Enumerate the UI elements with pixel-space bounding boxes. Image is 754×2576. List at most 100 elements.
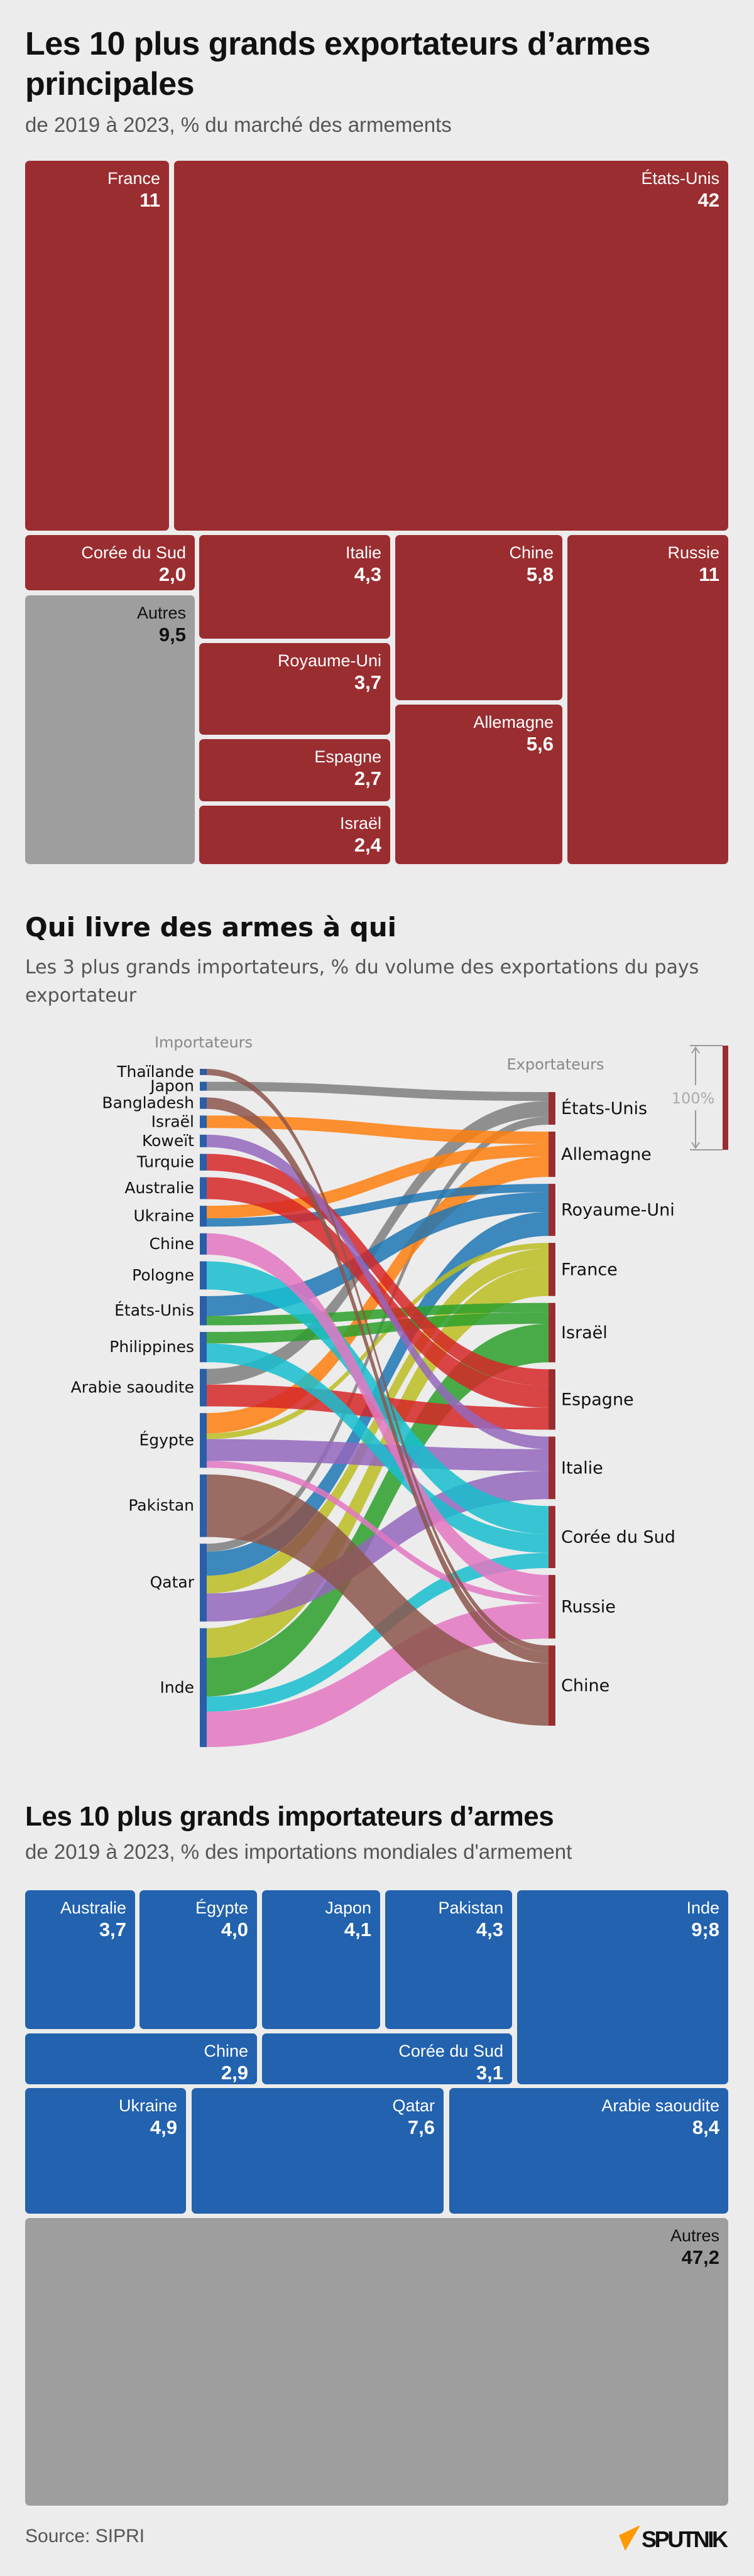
importer-label: États-Unis (114, 1301, 194, 1319)
flow-link (207, 1323, 549, 1697)
exporter-node-edge (555, 1645, 557, 1726)
exporter-label: Russie (561, 1598, 616, 1617)
cell-label: Autres (136, 603, 186, 622)
flow-link (207, 1233, 549, 1596)
exporter-node (549, 1302, 555, 1363)
cell-value: 11 (139, 189, 160, 211)
importer-node (200, 1628, 207, 1747)
treemap-cell-coree-du-sud: Corée du Sud 2,0 (25, 535, 195, 590)
importer-label: Bangladesh (102, 1094, 194, 1112)
importer-label: Turquie (136, 1153, 194, 1171)
cell-label: Japon (325, 1898, 371, 1917)
exporter-label: France (561, 1260, 618, 1279)
cell-label: Chine (509, 543, 554, 562)
flow-link (207, 1312, 549, 1344)
cell-value: 2,4 (354, 834, 381, 856)
cell-label: Qatar (392, 2096, 435, 2115)
exporter-node-edge (555, 1243, 557, 1296)
cell-value: 2,0 (158, 563, 186, 585)
importer-label: Israël (151, 1112, 194, 1130)
exporter-label: Allemagne (561, 1145, 652, 1164)
cell-label: Arabie saoudite (601, 2096, 719, 2115)
sputnik-logo: SPUTNIK (619, 2526, 728, 2551)
importer-label: Inde (160, 1678, 194, 1696)
scale-bar-mark (723, 1046, 728, 1150)
exporter-node (549, 1645, 555, 1726)
cell-value: 3,7 (354, 671, 381, 693)
exporter-node-edge (555, 1131, 557, 1177)
cell-label: France (107, 169, 160, 188)
sputnik-logo-icon (619, 2526, 640, 2551)
treemap-cell-ukraine: Ukraine 4,9 (25, 2088, 186, 2214)
cell-value: 7,6 (407, 2116, 435, 2138)
importer-node (200, 1081, 207, 1091)
cell-label: Allemagne (473, 713, 554, 732)
flow-link (207, 1134, 549, 1449)
flow-link (207, 1243, 549, 1439)
scale-label: 100% (672, 1090, 715, 1107)
cell-label: Espagne (314, 747, 381, 766)
flow-link (207, 1603, 549, 1747)
source-note: Source: SIPRI (25, 2526, 145, 2546)
cell-value: 5,8 (526, 563, 554, 585)
importer-label: Thaïlande (116, 1063, 194, 1081)
exporter-node-edge (555, 1184, 557, 1237)
importer-label: Qatar (150, 1573, 195, 1591)
cell-value: 5,6 (526, 733, 554, 755)
exporter-node-edge (555, 1092, 557, 1125)
cell-value: 4,3 (476, 1918, 503, 1940)
flow-link (207, 1154, 549, 1386)
treemap-cell-coree-du-sud: Corée du Sud 3,1 (262, 2033, 512, 2084)
exporter-node-edge (555, 1369, 557, 1430)
cell-label: Pakistan (438, 1898, 503, 1917)
importer-node (200, 1413, 207, 1468)
importer-node (200, 1069, 207, 1075)
flow-link (207, 1552, 549, 1712)
exporter-node-edge (555, 1436, 557, 1500)
cell-label: Royaume-Uni (277, 651, 381, 670)
cell-value: 4,1 (344, 1918, 371, 1940)
exporter-node (549, 1184, 555, 1237)
importer-label: Koweït (142, 1132, 194, 1150)
cell-label: Chine (204, 2042, 248, 2060)
cell-value: 3,7 (99, 1918, 126, 1940)
importer-node (200, 1154, 207, 1171)
exporter-node (549, 1436, 555, 1500)
importer-node (200, 1332, 207, 1363)
treemap-cell-japon: Japon 4,1 (262, 1890, 380, 2029)
cell-value: 42 (697, 189, 719, 211)
cell-value: 47,2 (681, 2246, 719, 2268)
cell-label: Australie (60, 1898, 126, 1917)
cell-value: 11 (699, 563, 719, 585)
importer-label: Égypte (139, 1431, 194, 1449)
flow-link (207, 1115, 549, 1144)
importer-label: Pologne (132, 1266, 194, 1284)
importer-node (200, 1296, 207, 1326)
cell-value: 4,9 (150, 2116, 177, 2138)
importer-label: Philippines (109, 1338, 194, 1356)
treemap-cell-chine: Chine 5,8 (395, 535, 562, 700)
importer-label: Pakistan (128, 1496, 194, 1515)
treemap-cell-etats-unis: États-Unis 42 (174, 161, 728, 531)
flow-link (207, 1343, 549, 1553)
cell-value: 4,3 (354, 563, 381, 585)
treemap-cell-egypte: Égypte 4,0 (139, 1890, 257, 2029)
cell-value: 2,9 (221, 2062, 248, 2084)
treemap-cell-australie: Australie 3,7 (25, 1890, 135, 2029)
importer-node (200, 1233, 207, 1255)
cell-value: 4,0 (221, 1918, 248, 1940)
exporter-label: Italie (561, 1458, 603, 1478)
cell-label: Égypte (195, 1898, 248, 1917)
cell-label: Inde (686, 1898, 719, 1917)
treemap-cell-russie: Russie 11 (567, 535, 728, 864)
cell-value: 9;8 (691, 1918, 719, 1940)
exporter-node (549, 1574, 555, 1639)
exporter-label: Espagne (561, 1390, 634, 1409)
cell-value: 2,7 (354, 767, 381, 789)
treemap-cell-france: France 11 (25, 161, 169, 531)
treemap-cell-inde: Inde 9;8 (517, 1890, 728, 2084)
importers-axis-label: Importateurs (155, 1034, 253, 1051)
importer-label: Japon (149, 1077, 194, 1095)
cell-label: Autres (670, 2226, 719, 2245)
